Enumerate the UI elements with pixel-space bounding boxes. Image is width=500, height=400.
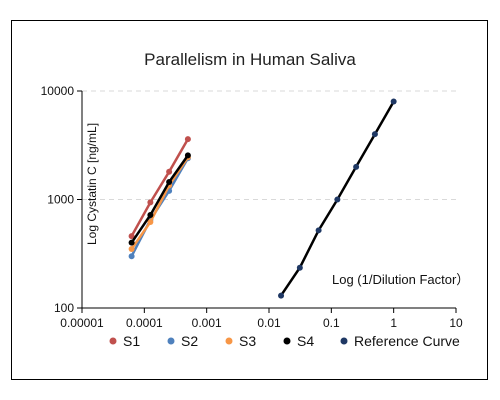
data-point bbox=[184, 136, 191, 143]
y-tick-label: 10000 bbox=[41, 84, 75, 98]
data-point bbox=[390, 98, 397, 105]
legend: S1 S2 S3 S4 Reference Curve bbox=[109, 333, 460, 349]
legend-label: S4 bbox=[297, 333, 314, 349]
legend-marker bbox=[340, 337, 348, 345]
x-tick-label: 0.00001 bbox=[60, 316, 104, 330]
axes bbox=[77, 90, 457, 313]
y-axis-label: Log Cystatin C [ng/mL] bbox=[85, 123, 99, 245]
data-point bbox=[147, 199, 154, 206]
data-point bbox=[278, 292, 285, 299]
series-line bbox=[130, 154, 189, 244]
y-tick-label: 100 bbox=[54, 301, 74, 315]
series-s2 bbox=[128, 155, 191, 260]
y-tick-labels: 10000 1000 100 bbox=[41, 84, 75, 315]
x-tick-label: 0.1 bbox=[323, 316, 340, 330]
chart-frame: Parallelism in Human Saliva 10000 1000 100… bbox=[11, 20, 488, 380]
data-point bbox=[128, 239, 135, 246]
series-line bbox=[130, 157, 189, 257]
legend-label: S3 bbox=[239, 333, 256, 349]
legend-marker bbox=[283, 337, 291, 345]
x-tick-label: 0.01 bbox=[257, 316, 281, 330]
legend-marker bbox=[225, 337, 233, 345]
series-s1 bbox=[128, 136, 191, 240]
data-point bbox=[128, 253, 135, 260]
data-point bbox=[147, 219, 154, 226]
legend-label: S1 bbox=[123, 333, 140, 349]
data-point bbox=[147, 211, 154, 218]
legend-marker bbox=[167, 337, 175, 345]
data-point bbox=[315, 227, 322, 234]
data-point bbox=[334, 196, 341, 203]
legend-label: Reference Curve bbox=[354, 333, 460, 349]
data-point bbox=[184, 152, 191, 159]
x-tick-label: 0.0001 bbox=[126, 316, 163, 330]
data-point bbox=[166, 178, 173, 185]
data-point bbox=[128, 233, 135, 240]
series-s3 bbox=[128, 154, 191, 252]
data-point bbox=[166, 168, 173, 175]
x-axis-annotation: Log (1/Dilution Factor） bbox=[332, 272, 469, 287]
series-layer bbox=[128, 98, 397, 299]
data-point bbox=[296, 264, 303, 271]
y-tick-label: 1000 bbox=[47, 193, 74, 207]
data-point bbox=[128, 245, 135, 252]
series-reference-curve bbox=[278, 98, 397, 299]
grid-lines bbox=[82, 90, 456, 200]
x-tick-labels: 0.00001 0.0001 0.001 0.01 0.1 1 10 bbox=[60, 316, 463, 330]
x-tick-label: 0.001 bbox=[192, 316, 222, 330]
series-s4 bbox=[128, 152, 191, 246]
chart-title: Parallelism in Human Saliva bbox=[144, 50, 356, 69]
series-line bbox=[130, 156, 189, 250]
x-tick-label: 10 bbox=[449, 316, 463, 330]
chart-svg: Parallelism in Human Saliva 100001000100… bbox=[41, 50, 470, 349]
legend-marker bbox=[109, 337, 117, 345]
series-line bbox=[130, 138, 189, 237]
x-tick-label: 1 bbox=[390, 316, 397, 330]
data-point bbox=[371, 131, 378, 138]
data-point bbox=[353, 163, 360, 170]
legend-label: S2 bbox=[181, 333, 198, 349]
